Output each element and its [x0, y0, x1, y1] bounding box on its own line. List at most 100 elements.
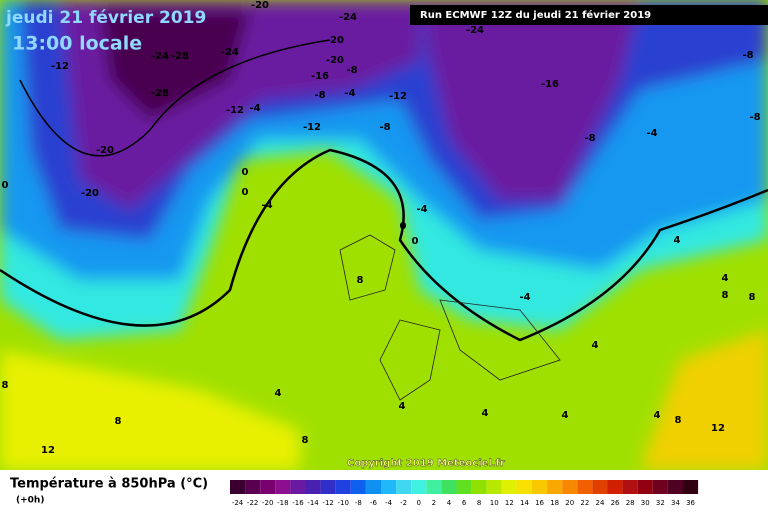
scale-label: -14: [307, 499, 319, 507]
scale-label: 20: [565, 499, 574, 507]
contour-label: -4: [646, 128, 657, 139]
color-swatch: [381, 480, 397, 494]
scale-label: -22: [247, 499, 258, 507]
contour-label: -8: [749, 112, 760, 123]
color-swatch: [441, 480, 457, 494]
color-swatch: [667, 480, 683, 494]
contour-label: -12: [303, 122, 321, 133]
contour-label: 8: [115, 416, 122, 427]
contour-label: 4: [722, 273, 729, 284]
scale-label: 16: [535, 499, 544, 507]
contour-label: -8: [584, 133, 595, 144]
scale-label: -10: [338, 499, 349, 507]
copyright: Copyright 2019 Meteociel.fr: [347, 458, 505, 469]
contour-label: -8: [379, 122, 390, 133]
contour-label: 4: [654, 410, 661, 421]
color-swatch: [547, 480, 563, 494]
contour-label: -12: [51, 61, 69, 72]
scale-label: -20: [262, 499, 273, 507]
color-swatch: [622, 480, 638, 494]
scale-label: 6: [462, 499, 467, 507]
contour-label: 4: [674, 235, 681, 246]
scale-label: -12: [322, 499, 333, 507]
color-swatch: [290, 480, 306, 494]
scale-label: -6: [370, 499, 378, 507]
contour-label: -28: [171, 51, 189, 62]
contour-label: -8: [314, 90, 325, 101]
scale-label: 2: [432, 499, 436, 507]
color-swatch: [320, 480, 336, 494]
contour-label: 4: [562, 410, 569, 421]
contour-label: 8: [302, 435, 309, 446]
contour-label: -28: [151, 88, 169, 99]
contour-label: -24: [466, 25, 484, 36]
contour-label: 8: [722, 290, 729, 301]
legend-title: Température à 850hPa (°C): [10, 477, 208, 492]
color-swatch: [350, 480, 366, 494]
color-swatch: [562, 480, 578, 494]
contour-label: -4: [519, 292, 530, 303]
color-swatch: [260, 480, 276, 494]
color-swatch: [652, 480, 668, 494]
time: 13:00 locale: [12, 33, 142, 55]
color-swatch: [516, 480, 532, 494]
color-swatch: [592, 480, 608, 494]
contour-label: 8: [675, 415, 682, 426]
scale-label: -16: [292, 499, 304, 507]
contour-label: 4: [592, 340, 599, 351]
color-swatch: [411, 480, 427, 494]
scale-label: 0: [417, 499, 421, 507]
contour-label: -20: [326, 55, 344, 66]
scale-label: -24: [232, 499, 244, 507]
legend-subtitle: (+0h): [16, 496, 44, 506]
contour-label: -8: [346, 65, 357, 76]
scale-label: 26: [611, 499, 620, 507]
scale-label: 8: [477, 499, 481, 507]
color-swatch: [607, 480, 623, 494]
contour-label: -24: [151, 51, 169, 62]
color-swatch: [335, 480, 351, 494]
scale-label: 32: [656, 499, 665, 507]
contour-label: 4: [399, 401, 406, 412]
contour-label: -12: [226, 105, 244, 116]
color-swatch: [426, 480, 442, 494]
color-swatch: [456, 480, 472, 494]
scale-label: 22: [580, 499, 589, 507]
scale-label: 24: [595, 499, 604, 507]
contour-label: 4: [275, 388, 282, 399]
contour-label: -12: [389, 91, 407, 102]
color-swatch: [532, 480, 548, 494]
contour-label: -24: [339, 12, 357, 23]
contour-label: 8: [357, 275, 364, 286]
contour-label: -20: [96, 145, 114, 156]
run-box: [410, 5, 768, 25]
contour-label: 0: [242, 187, 249, 198]
color-swatch: [577, 480, 593, 494]
contour-label: -16: [311, 71, 329, 82]
contour-label: -4: [249, 103, 260, 114]
color-swatch: [230, 480, 246, 494]
contour-label: 0: [242, 167, 249, 178]
contour-label: 0: [400, 221, 407, 232]
color-swatch: [245, 480, 261, 494]
contour-label: -4: [416, 204, 427, 215]
color-swatch: [637, 480, 653, 494]
color-swatch: [305, 480, 321, 494]
contour-label: 12: [41, 445, 55, 456]
contour-label: 8: [2, 380, 9, 391]
scale-label: 14: [520, 499, 529, 507]
contour-label: -16: [541, 79, 559, 90]
color-swatch: [486, 480, 502, 494]
scale-label: -2: [400, 499, 407, 507]
run-info: Run ECMWF 12Z du jeudi 21 février 2019: [420, 9, 651, 21]
scale-label: 12: [505, 499, 514, 507]
scale-label: 28: [626, 499, 635, 507]
contour-label: 0: [412, 236, 419, 247]
contour-label: -4: [261, 200, 272, 211]
scale-label: 10: [490, 499, 499, 507]
date: jeudi 21 février 2019: [5, 8, 206, 28]
scale-label: -4: [385, 499, 393, 507]
contour-label: -24: [221, 47, 239, 58]
color-swatch: [365, 480, 381, 494]
